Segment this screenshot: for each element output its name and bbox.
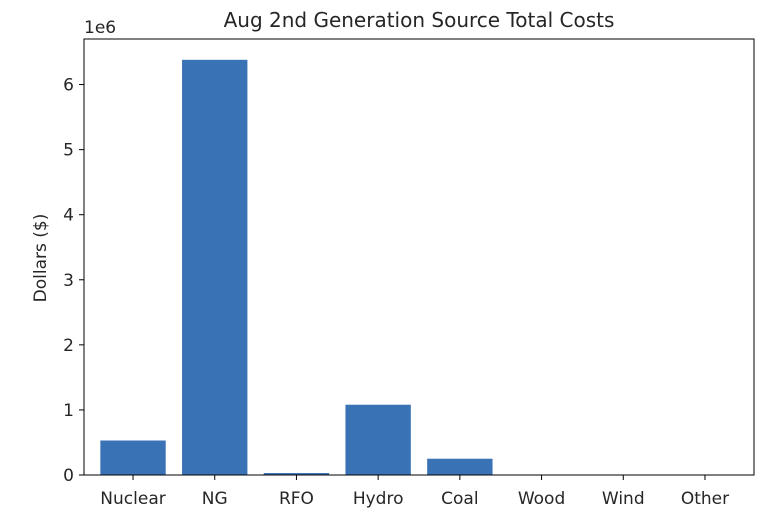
chart-title: Aug 2nd Generation Source Total Costs xyxy=(224,8,615,32)
x-tick-label: Nuclear xyxy=(100,489,165,509)
x-tick-label: Wind xyxy=(602,489,645,509)
y-tick-label: 2 xyxy=(63,336,74,356)
x-tick-label: NG xyxy=(202,489,228,509)
bar-ng xyxy=(182,59,248,475)
y-axis-label: Dollars ($) xyxy=(31,214,51,303)
y-tick-label: 5 xyxy=(63,141,74,161)
y-tick-label: 4 xyxy=(63,206,74,226)
x-axis-ticks: Nuclear NG RFO Hydro Coal Wood Wind Other xyxy=(100,475,729,509)
bar-rfo xyxy=(263,473,330,475)
y-axis-multiplier: 1e6 xyxy=(84,18,116,38)
y-tick-label: 6 xyxy=(63,76,74,96)
bars-group xyxy=(100,59,493,475)
x-tick-label: Hydro xyxy=(353,489,404,509)
y-tick-label: 0 xyxy=(63,466,74,486)
x-tick-label: RFO xyxy=(279,489,314,509)
plot-frame xyxy=(83,38,755,476)
x-tick-label: Wood xyxy=(518,489,565,509)
bar-nuclear xyxy=(100,440,166,475)
x-tick-label: Other xyxy=(681,489,729,509)
y-tick-label: 3 xyxy=(63,271,74,291)
bar-coal xyxy=(427,458,493,475)
y-tick-label: 1 xyxy=(63,401,74,421)
x-tick-label: Coal xyxy=(441,489,478,509)
bar-hydro xyxy=(345,404,411,475)
y-axis-ticks: 0 1 2 3 4 5 6 xyxy=(63,76,84,486)
